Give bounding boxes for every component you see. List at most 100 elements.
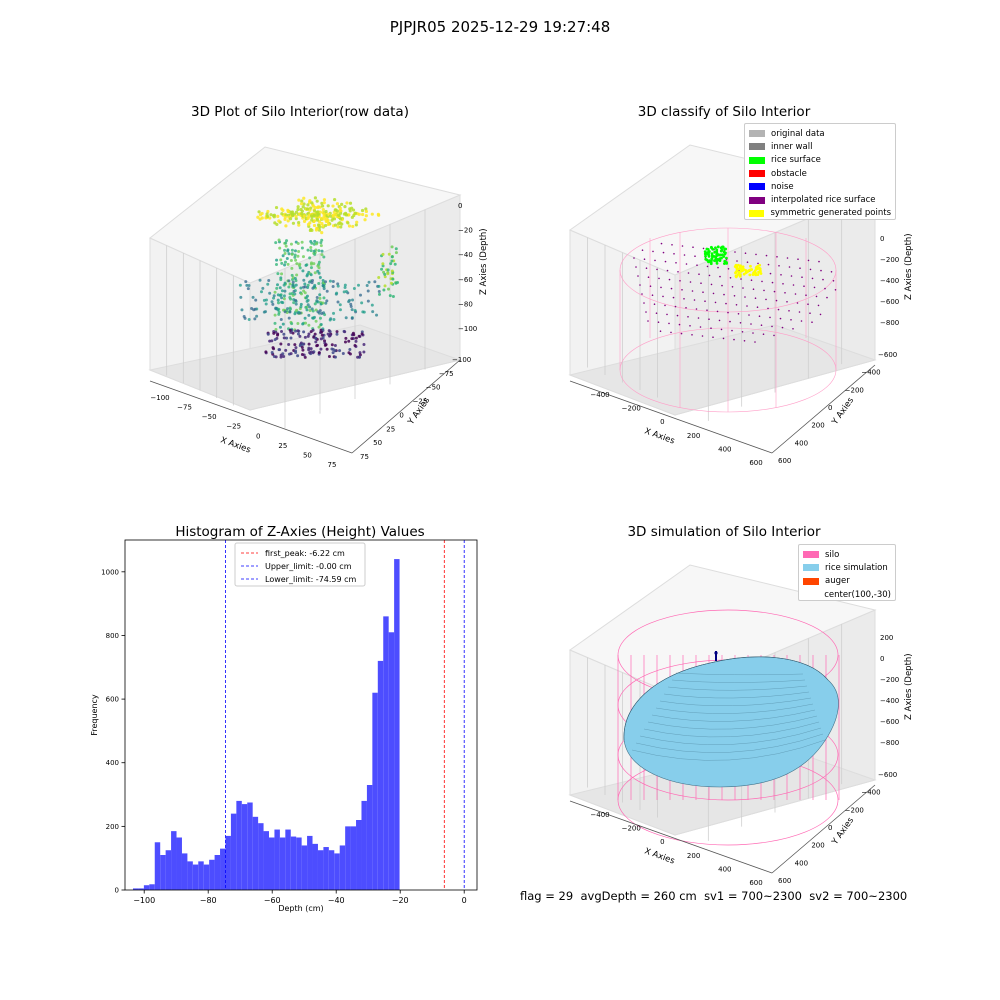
- point: [803, 285, 805, 287]
- legend-swatch: [749, 170, 765, 178]
- point: [304, 263, 308, 267]
- point: [794, 293, 797, 295]
- point: [297, 263, 301, 267]
- simulation-rice-surface: [623, 656, 839, 788]
- point: [290, 322, 294, 326]
- raw-point-cloud: [238, 196, 400, 359]
- point: [389, 281, 393, 285]
- point: [301, 205, 305, 209]
- point: [319, 347, 323, 351]
- point: [317, 260, 321, 264]
- classify-z-axis-label: Z Axies (Depth): [904, 233, 914, 300]
- point: [373, 280, 377, 284]
- point: [286, 262, 290, 266]
- x-tick-label: 200: [687, 432, 700, 440]
- point: [298, 266, 302, 270]
- simulation-z-tick-labels: 200 0 −200 −400 −600 −800: [880, 634, 899, 747]
- point: [691, 290, 694, 292]
- point: [311, 316, 315, 320]
- point: [283, 215, 287, 219]
- point: [290, 273, 294, 277]
- y-tick-label: 400: [795, 859, 808, 867]
- x-tick-label: 0: [462, 896, 467, 905]
- point: [310, 218, 314, 222]
- y-tick-label: −600: [878, 351, 897, 359]
- mesh-line: [643, 721, 820, 738]
- point: [757, 266, 761, 270]
- point: [315, 242, 319, 246]
- point: [315, 218, 319, 222]
- histogram-bar: [241, 804, 248, 890]
- point: [675, 262, 677, 264]
- legend-label: rice surface: [771, 155, 821, 166]
- point: [277, 348, 281, 352]
- point: [643, 258, 646, 260]
- point: [641, 249, 644, 251]
- y-tick-label: −100: [452, 356, 471, 364]
- point: [325, 347, 329, 351]
- histogram-bar: [377, 660, 384, 890]
- histogram-bar: [339, 845, 346, 890]
- point: [293, 249, 297, 253]
- point: [364, 214, 368, 218]
- point: [353, 343, 357, 347]
- point: [712, 292, 715, 295]
- point: [300, 199, 304, 203]
- point: [341, 351, 345, 355]
- point: [283, 260, 287, 264]
- point: [297, 249, 301, 253]
- point: [742, 287, 744, 289]
- point: [323, 223, 328, 228]
- point: [742, 267, 746, 271]
- point: [282, 297, 286, 301]
- point: [358, 351, 362, 355]
- point: [656, 268, 658, 271]
- point: [719, 249, 723, 253]
- point: [390, 255, 394, 259]
- point: [335, 330, 339, 334]
- histogram-bar: [138, 888, 144, 890]
- point: [305, 207, 310, 211]
- point: [240, 308, 244, 312]
- point: [272, 294, 276, 298]
- point: [360, 332, 364, 336]
- point: [307, 332, 311, 336]
- point: [752, 332, 754, 334]
- y-tick-label: −25: [413, 398, 428, 406]
- z-tick-label: −200: [880, 676, 899, 684]
- point: [266, 214, 270, 219]
- y-tick-label: 0: [115, 887, 119, 895]
- point: [643, 302, 645, 304]
- histogram-bar: [220, 848, 226, 890]
- point: [290, 291, 294, 295]
- z-tick-label: −60: [458, 276, 473, 284]
- point: [320, 201, 324, 205]
- point: [309, 347, 313, 351]
- point: [285, 239, 289, 243]
- point: [822, 278, 824, 281]
- point: [290, 248, 294, 252]
- point: [367, 280, 371, 284]
- histogram-x-ticks: −100 −80 −60 −40 −20 0: [133, 890, 467, 905]
- point: [355, 220, 359, 224]
- point: [820, 269, 822, 272]
- footer-status: flag = 29 avgDepth = 260 cm sv1 = 700~23…: [520, 889, 907, 903]
- point: [350, 337, 354, 341]
- point: [293, 292, 297, 296]
- point: [345, 201, 349, 205]
- point: [722, 250, 726, 254]
- classify-interpolated-rice-surface-points: [633, 242, 837, 343]
- raw-x-tick-labels: −100 −75 −50 −25 0 25 50 75: [150, 394, 336, 469]
- point: [293, 312, 297, 316]
- legend-label: center(100,-30): [824, 589, 891, 600]
- point: [320, 253, 324, 257]
- point: [826, 296, 828, 299]
- point: [739, 265, 742, 269]
- point: [699, 326, 702, 328]
- point: [824, 287, 826, 290]
- point: [295, 262, 299, 266]
- point: [266, 282, 270, 286]
- point: [788, 266, 791, 268]
- x-tick-label: −40: [328, 896, 345, 905]
- point: [302, 196, 306, 200]
